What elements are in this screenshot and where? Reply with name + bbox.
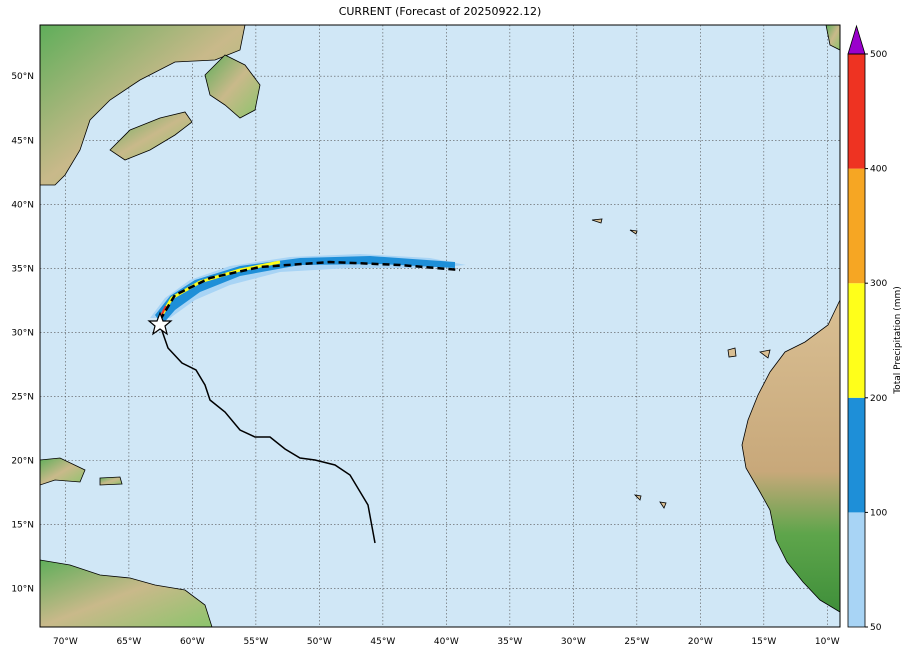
colorbar-tick-label: 400	[870, 165, 887, 175]
colorbar-label: Total Precipitation (mm)	[893, 286, 903, 395]
lon-label: 30°W	[561, 637, 586, 647]
lon-label: 20°W	[688, 637, 713, 647]
colorbar-segment	[848, 397, 865, 513]
cape-verde	[633, 494, 667, 509]
lon-label: 25°W	[624, 637, 649, 647]
puerto-rico	[99, 476, 123, 486]
colorbar-extend	[847, 24, 866, 55]
past-track	[159, 324, 376, 544]
lon-label: 70°W	[53, 637, 78, 647]
map-title: CURRENT (Forecast of 20250922.12)	[339, 5, 542, 18]
colorbar: 50 100 200 300 400 500	[847, 24, 887, 633]
colorbar-segment	[848, 54, 865, 169]
nova-scotia	[109, 111, 193, 161]
lon-label: 35°W	[497, 637, 522, 647]
colorbar-segment	[848, 283, 865, 398]
greenland-tip	[825, 25, 840, 51]
lat-label: 45°N	[11, 136, 34, 146]
storm-position	[147, 311, 173, 336]
hispaniola	[40, 457, 86, 486]
colorbar-segment	[848, 512, 865, 627]
colorbar-tick-label: 500	[870, 50, 887, 60]
map-frame	[39, 24, 841, 628]
lon-label: 50°W	[307, 637, 332, 647]
lat-label: 40°N	[11, 200, 34, 210]
azores	[591, 218, 638, 235]
lon-label: 60°W	[180, 637, 205, 647]
forecast-track	[158, 260, 461, 321]
colorbar-tick-label: 200	[870, 394, 887, 404]
lat-label: 50°N	[11, 72, 34, 82]
lat-label: 15°N	[11, 521, 34, 531]
lon-label: 45°W	[370, 637, 395, 647]
lat-label: 35°N	[11, 264, 34, 274]
africa	[741, 299, 840, 613]
map-area	[40, 25, 840, 627]
lon-label: 40°W	[434, 637, 459, 647]
lon-label: 10°W	[815, 637, 840, 647]
lat-label: 30°N	[11, 328, 34, 338]
colorbar-frame	[847, 53, 866, 628]
colorbar-segment	[848, 168, 865, 284]
colorbar-tick-label: 100	[870, 508, 887, 518]
lon-label: 65°W	[116, 637, 141, 647]
lon-label: 55°W	[243, 637, 268, 647]
south-america	[40, 559, 213, 627]
lat-label: 20°N	[11, 456, 34, 466]
newfoundland	[204, 54, 261, 119]
lon-label: 15°W	[751, 637, 776, 647]
colorbar-tick-label: 50	[870, 623, 882, 633]
lat-label: 10°N	[11, 585, 34, 595]
lat-label: 25°N	[11, 392, 34, 402]
north-america	[40, 25, 246, 186]
canary-islands	[727, 347, 771, 359]
colorbar-tick-label: 300	[870, 279, 887, 289]
